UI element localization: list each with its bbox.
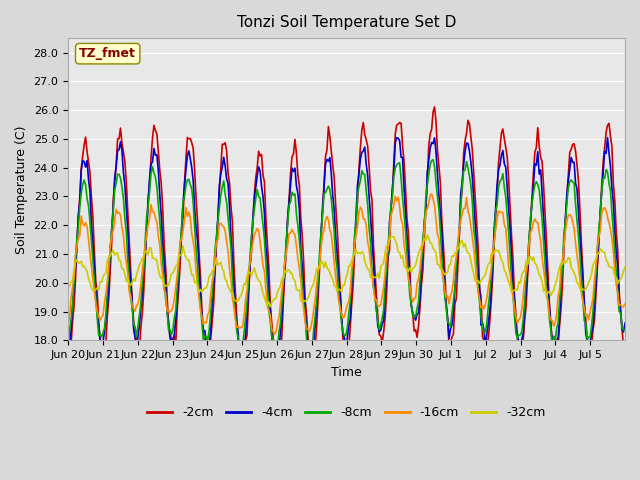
-4cm [83, 157, 91, 163]
Y-axis label: Soil Temperature (C): Soil Temperature (C) [15, 125, 28, 253]
-4cm [545, 303, 553, 309]
-32cm [352, 246, 360, 252]
-4cm [64, 354, 72, 360]
-16cm [620, 303, 627, 309]
-2cm [271, 365, 278, 371]
X-axis label: Time: Time [332, 366, 362, 379]
-8cm [464, 165, 472, 171]
Line: -4cm: -4cm [68, 138, 625, 364]
-8cm [547, 326, 555, 332]
Line: -16cm: -16cm [68, 194, 625, 335]
-4cm [100, 329, 108, 335]
-2cm [547, 320, 555, 325]
-4cm [620, 329, 627, 335]
-4cm [271, 361, 278, 367]
-4cm [352, 213, 360, 218]
-8cm [271, 352, 278, 358]
-16cm [428, 191, 435, 197]
-32cm [620, 268, 627, 274]
-16cm [464, 208, 472, 214]
-32cm [266, 304, 274, 310]
Line: -32cm: -32cm [68, 235, 625, 307]
-8cm [100, 325, 108, 331]
-32cm [464, 250, 472, 256]
-2cm [620, 345, 627, 351]
-8cm [620, 327, 627, 333]
-16cm [621, 301, 629, 307]
-8cm [352, 219, 360, 225]
Text: TZ_fmet: TZ_fmet [79, 47, 136, 60]
Title: Tonzi Soil Temperature Set D: Tonzi Soil Temperature Set D [237, 15, 456, 30]
-32cm [64, 285, 72, 291]
-8cm [429, 157, 437, 163]
-2cm [352, 221, 360, 227]
-4cm [621, 320, 629, 326]
-8cm [621, 327, 629, 333]
-16cm [352, 232, 360, 238]
Legend: -2cm, -4cm, -8cm, -16cm, -32cm: -2cm, -4cm, -8cm, -16cm, -32cm [142, 401, 551, 424]
-2cm [431, 104, 438, 110]
-4cm [604, 135, 611, 141]
-16cm [547, 317, 555, 323]
-32cm [100, 271, 108, 277]
-8cm [83, 195, 91, 201]
-2cm [100, 344, 108, 349]
-32cm [547, 293, 555, 299]
-16cm [271, 332, 278, 337]
-32cm [621, 264, 629, 270]
-16cm [83, 223, 91, 229]
-16cm [64, 322, 72, 327]
-16cm [100, 300, 108, 305]
Line: -8cm: -8cm [68, 160, 625, 355]
-2cm [64, 358, 72, 364]
-2cm [83, 149, 91, 155]
-2cm [621, 340, 629, 346]
Line: -2cm: -2cm [68, 107, 625, 368]
-32cm [424, 232, 431, 238]
-8cm [64, 345, 72, 350]
-32cm [83, 269, 91, 275]
-4cm [463, 140, 470, 146]
-2cm [464, 118, 472, 123]
